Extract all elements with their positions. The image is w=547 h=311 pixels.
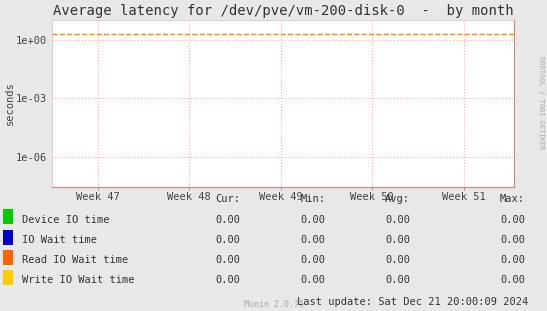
Text: Avg:: Avg: [385, 194, 410, 204]
Text: Write IO Wait time: Write IO Wait time [22, 275, 135, 285]
Text: 0.00: 0.00 [500, 275, 525, 285]
Text: 0.00: 0.00 [500, 235, 525, 245]
Title: Average latency for /dev/pve/vm-200-disk-0  -  by month: Average latency for /dev/pve/vm-200-disk… [53, 4, 514, 18]
Text: Read IO Wait time: Read IO Wait time [22, 255, 128, 265]
Text: 0.00: 0.00 [385, 255, 410, 265]
Text: Last update: Sat Dec 21 20:00:09 2024: Last update: Sat Dec 21 20:00:09 2024 [296, 297, 528, 307]
Text: 0.00: 0.00 [385, 275, 410, 285]
Text: 0.00: 0.00 [216, 275, 241, 285]
Y-axis label: seconds: seconds [4, 81, 14, 125]
Text: Cur:: Cur: [216, 194, 241, 204]
Text: 0.00: 0.00 [216, 255, 241, 265]
Text: 0.00: 0.00 [500, 215, 525, 225]
Text: Min:: Min: [300, 194, 325, 204]
Text: 0.00: 0.00 [385, 235, 410, 245]
Text: 0.00: 0.00 [216, 235, 241, 245]
Text: Munin 2.0.75: Munin 2.0.75 [243, 300, 304, 309]
Text: RRDTOOL / TOBI OETIKER: RRDTOOL / TOBI OETIKER [538, 56, 544, 149]
Text: 0.00: 0.00 [385, 215, 410, 225]
Text: 0.00: 0.00 [300, 275, 325, 285]
Text: 0.00: 0.00 [300, 235, 325, 245]
Text: Max:: Max: [500, 194, 525, 204]
Text: 0.00: 0.00 [216, 215, 241, 225]
Text: 0.00: 0.00 [500, 255, 525, 265]
Text: 0.00: 0.00 [300, 255, 325, 265]
Text: IO Wait time: IO Wait time [22, 235, 97, 245]
Text: 0.00: 0.00 [300, 215, 325, 225]
Text: Device IO time: Device IO time [22, 215, 109, 225]
